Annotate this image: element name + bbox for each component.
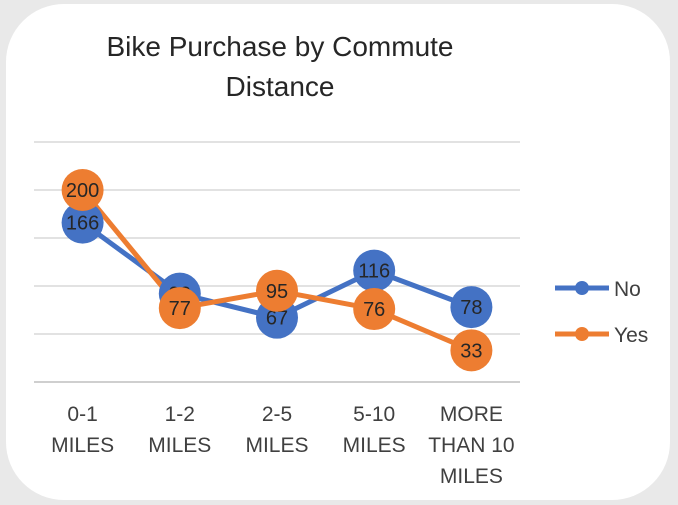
x-tick-label: 5-10 bbox=[353, 403, 395, 426]
x-tick-label: 2-5 bbox=[262, 403, 292, 426]
x-tick-label: MILES bbox=[343, 434, 406, 457]
x-tick-label: MILES bbox=[245, 434, 308, 457]
data-point-yes bbox=[158, 287, 201, 330]
chart-card bbox=[6, 4, 670, 500]
data-label-yes: 95 bbox=[266, 281, 288, 303]
data-label-yes: 200 bbox=[66, 180, 99, 202]
data-point-no bbox=[353, 249, 396, 292]
x-tick-label: MORE bbox=[440, 403, 503, 426]
data-point-yes bbox=[450, 329, 493, 372]
x-tick-label: MILES bbox=[440, 465, 503, 488]
chart-title: Bike Purchase by Commute Distance bbox=[60, 27, 500, 107]
data-label-no: 166 bbox=[66, 213, 99, 235]
data-label-no: 116 bbox=[358, 261, 390, 283]
data-label-no: 67 bbox=[266, 308, 288, 330]
chart-title-line-1: Bike Purchase by Commute bbox=[106, 31, 454, 62]
data-point-no bbox=[61, 201, 104, 244]
x-tick-label: MILES bbox=[148, 434, 211, 457]
chart-title-line-2: Distance bbox=[225, 71, 335, 102]
data-label-yes: 77 bbox=[169, 298, 191, 320]
x-tick-label: THAN 10 bbox=[428, 434, 514, 457]
legend-label-no: No bbox=[614, 278, 641, 301]
legend-marker-yes bbox=[575, 327, 589, 341]
legend-marker-no bbox=[575, 281, 589, 295]
data-label-yes: 76 bbox=[363, 299, 385, 321]
data-label-no: 78 bbox=[460, 297, 482, 319]
data-point-yes bbox=[61, 169, 104, 211]
data-point-yes bbox=[353, 288, 396, 331]
legend-label-yes: Yes bbox=[614, 324, 648, 347]
data-point-yes bbox=[256, 269, 298, 312]
x-tick-label: 1-2 bbox=[165, 403, 195, 426]
data-label-yes: 33 bbox=[460, 340, 482, 362]
x-tick-label: 0-1 bbox=[67, 403, 97, 426]
data-point-no bbox=[450, 286, 493, 329]
x-tick-label: MILES bbox=[51, 434, 114, 457]
